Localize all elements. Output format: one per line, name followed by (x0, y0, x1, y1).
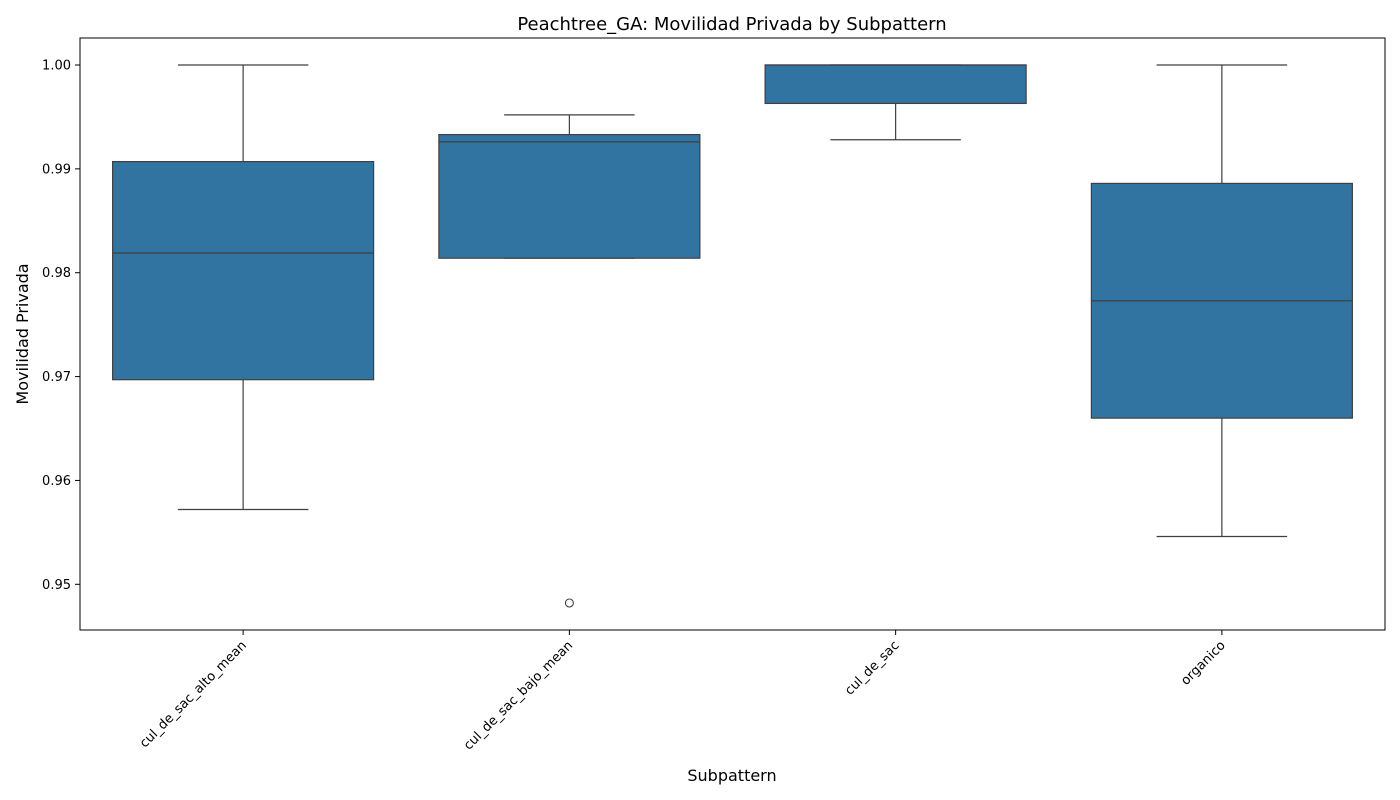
box-iqr (764, 64, 1027, 105)
y-tick-label: 0.96 (42, 474, 71, 489)
chart-title: Peachtree_GA: Movilidad Privada by Subpa… (517, 14, 946, 35)
box-group (112, 64, 375, 511)
box-group (1090, 64, 1353, 538)
x-tick-label: organico (1178, 638, 1228, 688)
y-axis-label: Movilidad Privada (13, 263, 32, 404)
x-tick-label: cul_de_sac_alto_mean (137, 638, 250, 751)
x-tick-label: cul_de_sac (842, 638, 902, 698)
x-tick-label: cul_de_sac_bajo_mean (461, 638, 576, 753)
box-group (438, 114, 701, 608)
box-iqr (112, 160, 375, 381)
outlier-point (564, 598, 574, 608)
y-tick-label: 0.97 (42, 370, 71, 385)
y-tick-label: 0.99 (42, 162, 71, 177)
axes-frame (79, 37, 1386, 631)
plot-area (112, 64, 1353, 608)
y-axis: 0.95 0.96 0.97 0.98 0.99 1.00 (42, 59, 80, 593)
box-group (764, 64, 1027, 141)
x-axis-label: Subpattern (687, 766, 776, 785)
y-tick-label: 0.95 (42, 578, 71, 593)
y-tick-label: 1.00 (42, 59, 71, 74)
x-axis: cul_de_sac_alto_mean cul_de_sac_bajo_mean… (137, 630, 1229, 753)
y-tick-label: 0.98 (42, 266, 71, 281)
box-iqr (438, 133, 701, 259)
